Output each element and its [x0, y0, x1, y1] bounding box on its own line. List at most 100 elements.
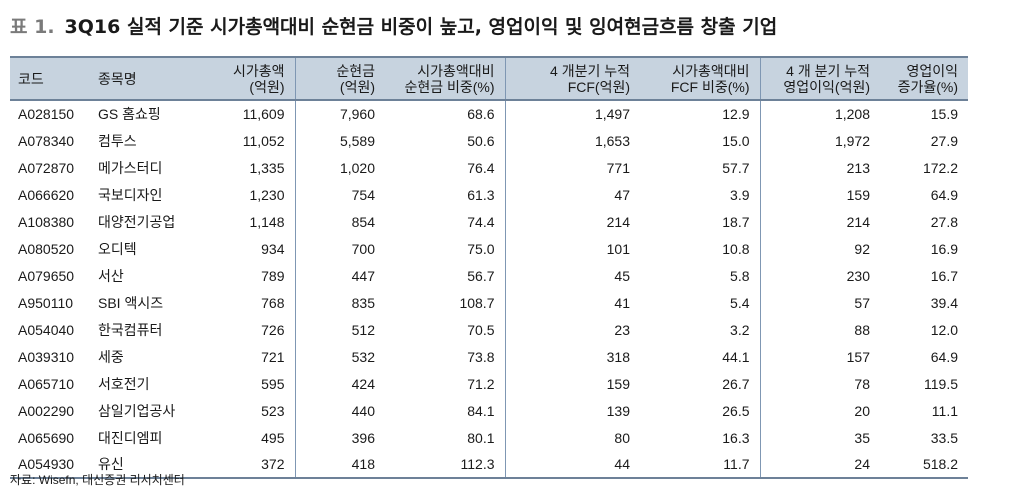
header-text: (억원) — [249, 78, 285, 95]
cell-name: 대진디엠피 — [98, 429, 163, 446]
cell-fcf: 45 — [614, 267, 630, 284]
cell-fcf-ratio: 11.7 — [640, 451, 761, 478]
cell-net-cash-ratio: 84.1 — [385, 397, 506, 424]
cell-market-cap: 11,609 — [210, 100, 296, 127]
header-text: 코드 — [18, 70, 44, 87]
stock-table: 코드 종목명 시가총액 (억원) 순현금 (억원) 시가총액대비 순현금 비중(%) 4 개분기… — [10, 56, 968, 479]
cell-code: A072870 — [18, 159, 75, 176]
header-text: 시가총액대비 — [417, 62, 495, 79]
cell-op-growth: 12.0 — [930, 321, 958, 338]
cell-op-growth: 16.9 — [930, 240, 958, 257]
cell-market-cap: 934 — [210, 235, 296, 262]
cell-net-cash: 700 — [351, 240, 375, 257]
table-row: A028150 GS 홈쇼핑 11,609 7,960 68.6 1,497 12.9 1,2… — [10, 100, 968, 127]
cell-code: A078340 — [18, 132, 75, 149]
cell-fcf: 159 — [606, 375, 630, 392]
cell-fcf-ratio: 5.4 — [640, 289, 761, 316]
cell-fcf: 47 — [614, 186, 630, 203]
cell-net-cash: 835 — [351, 294, 375, 311]
cell-net-cash-ratio: 112.3 — [385, 451, 506, 478]
cell-fcf: 23 — [614, 321, 630, 338]
cell-code: A079650 — [18, 267, 75, 284]
cell-op-growth: 119.5 — [924, 375, 958, 392]
header-text: 시가총액 — [232, 62, 285, 79]
cell-net-cash: 7,960 — [339, 106, 375, 122]
cell-net-cash-ratio: 76.4 — [385, 154, 506, 181]
cell-net-cash: 854 — [351, 213, 375, 230]
column-header-fcf-ratio: 시가총액대비 FCF 비중(%) — [640, 57, 761, 100]
cell-fcf-ratio: 18.7 — [640, 208, 761, 235]
cell-fcf-ratio: 12.9 — [640, 100, 761, 127]
header-text: FCF(억원) — [567, 78, 630, 95]
cell-code: A065690 — [18, 429, 75, 446]
cell-market-cap: 1,230 — [210, 181, 296, 208]
table-body: A028150 GS 홈쇼핑 11,609 7,960 68.6 1,497 12.9 1,2… — [10, 100, 968, 478]
cell-market-cap: 726 — [210, 316, 296, 343]
cell-name: SBI 액시즈 — [98, 294, 164, 311]
cell-operating-profit: 1,208 — [834, 106, 870, 122]
cell-name: 서산 — [98, 267, 124, 284]
cell-fcf: 80 — [614, 429, 630, 446]
column-header-operating-profit: 4 개 분기 누적 영업이익(억원) — [760, 57, 880, 100]
cell-name: 서호전기 — [98, 375, 150, 392]
cell-operating-profit: 35 — [854, 429, 870, 446]
column-header-name: 종목명 — [90, 57, 210, 100]
cell-code: A080520 — [18, 240, 75, 257]
cell-fcf-ratio: 3.2 — [640, 316, 761, 343]
column-header-net-cash-ratio: 시가총액대비 순현금 비중(%) — [385, 57, 506, 100]
cell-net-cash-ratio: 68.6 — [385, 100, 506, 127]
cell-net-cash: 418 — [351, 456, 375, 472]
header-text: 4 개분기 누적 — [550, 62, 630, 79]
cell-op-growth: 15.9 — [930, 106, 958, 122]
cell-code: A065710 — [18, 375, 75, 392]
cell-operating-profit: 20 — [854, 402, 870, 419]
cell-net-cash: 447 — [351, 267, 375, 284]
header-text: 영업이익(억원) — [783, 78, 870, 95]
header-text: 증가율(%) — [897, 78, 958, 95]
cell-net-cash: 440 — [351, 402, 375, 419]
cell-code: A054040 — [18, 321, 75, 338]
cell-market-cap: 11,052 — [210, 127, 296, 154]
cell-code: A066620 — [18, 186, 75, 203]
cell-op-growth: 16.7 — [930, 267, 958, 284]
cell-operating-profit: 24 — [854, 456, 870, 472]
cell-fcf-ratio: 3.9 — [640, 181, 761, 208]
cell-op-growth: 64.9 — [930, 186, 958, 203]
table-row: A065690 대진디엠피 495 396 80.1 80 16.3 35 33.5 — [10, 424, 968, 451]
cell-fcf-ratio: 57.7 — [640, 154, 761, 181]
header-text: 시가총액대비 — [672, 62, 750, 79]
cell-operating-profit: 1,972 — [834, 132, 870, 149]
cell-name: 세중 — [98, 348, 124, 365]
cell-op-growth: 11.1 — [931, 402, 958, 419]
column-header-net-cash: 순현금 (억원) — [295, 57, 385, 100]
cell-fcf: 1,653 — [594, 132, 630, 149]
header-text: 순현금 비중(%) — [404, 78, 495, 95]
cell-name: GS 홈쇼핑 — [98, 106, 161, 122]
cell-operating-profit: 230 — [846, 267, 870, 284]
table-row: A054040 한국컴퓨터 726 512 70.5 23 3.2 88 12.0 — [10, 316, 968, 343]
cell-market-cap: 495 — [210, 424, 296, 451]
cell-net-cash-ratio: 73.8 — [385, 343, 506, 370]
cell-fcf: 214 — [606, 213, 630, 230]
column-header-code: 코드 — [10, 57, 90, 100]
header-text: (억원) — [339, 78, 375, 95]
cell-op-growth: 64.9 — [930, 348, 958, 365]
cell-name: 오디텍 — [98, 240, 137, 257]
cell-op-growth: 39.4 — [930, 294, 958, 311]
cell-net-cash: 424 — [351, 375, 375, 392]
cell-code: A054930 — [18, 456, 75, 472]
cell-fcf: 44 — [614, 456, 630, 472]
cell-code: A002290 — [18, 402, 75, 419]
cell-code: A039310 — [18, 348, 75, 365]
cell-fcf: 318 — [606, 348, 630, 365]
cell-code: A950110 — [18, 294, 74, 311]
column-header-market-cap: 시가총액 (억원) — [210, 57, 296, 100]
cell-operating-profit: 78 — [854, 375, 870, 392]
cell-net-cash: 532 — [351, 348, 375, 365]
cell-market-cap: 1,148 — [210, 208, 296, 235]
cell-fcf-ratio: 15.0 — [640, 127, 761, 154]
table-row: A066620 국보디자인 1,230 754 61.3 47 3.9 159 64.9 — [10, 181, 968, 208]
cell-op-growth: 27.9 — [930, 132, 958, 149]
table-row: A078340 컴투스 11,052 5,589 50.6 1,653 15.0 1,972 2… — [10, 127, 968, 154]
cell-net-cash-ratio: 56.7 — [385, 262, 506, 289]
